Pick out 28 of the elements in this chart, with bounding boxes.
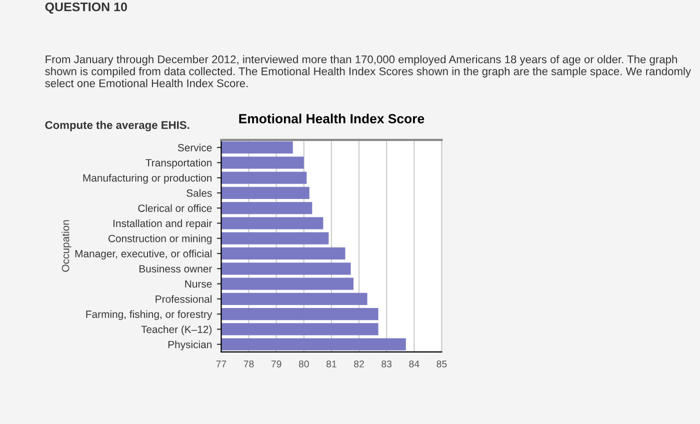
y-tick-label: Sales xyxy=(186,189,212,197)
x-tick-label: 80 xyxy=(298,360,309,368)
x-tick-label: 85 xyxy=(436,360,447,368)
y-tick-label: Service xyxy=(178,144,212,152)
x-tick-label: 78 xyxy=(244,360,254,368)
y-tick-label: Manufacturing or production xyxy=(83,174,212,184)
y-tick-label: Construction or mining xyxy=(108,234,212,244)
chart-title: Emotional Health Index Score xyxy=(239,114,424,124)
x-tick-label: 79 xyxy=(271,360,282,368)
text: From January through December 2012, interviewed more than 170,000 employed Americans 18 years of age or older. The graph shown is compiled from data collected. The Emotional Health Index Scores shown in the graph are the sample space. We randomly select one Emotional Health Index Score. xyxy=(45,55,692,88)
y-tick-label: Clerical or office xyxy=(138,204,212,212)
y-tick-label: Installation and repair xyxy=(114,219,212,230)
y-tick-label: Nurse xyxy=(185,280,212,288)
x-tick-label: 77 xyxy=(216,360,226,368)
y-tick-label: Manager, executive, or official xyxy=(75,250,212,260)
y-tick-label: Business owner xyxy=(140,264,212,273)
text: Compute the average EHIS. xyxy=(45,120,190,132)
y-tick-label: Farming, fishing, or forestry xyxy=(86,310,212,320)
y-axis-title: Occupation xyxy=(62,220,72,272)
x-tick-label: 83 xyxy=(382,360,392,368)
y-tick-label: Teacher (K–12) xyxy=(141,325,212,336)
y-tick-label: Professional xyxy=(156,295,212,303)
y-tick-label: Transportation xyxy=(146,158,212,169)
x-tick-label: 81 xyxy=(326,360,336,368)
y-tick-label: Physician xyxy=(168,340,212,350)
x-tick-label: 84 xyxy=(409,360,420,368)
x-tick-label: 82 xyxy=(354,360,364,368)
text: QUESTION 10 xyxy=(45,2,127,14)
